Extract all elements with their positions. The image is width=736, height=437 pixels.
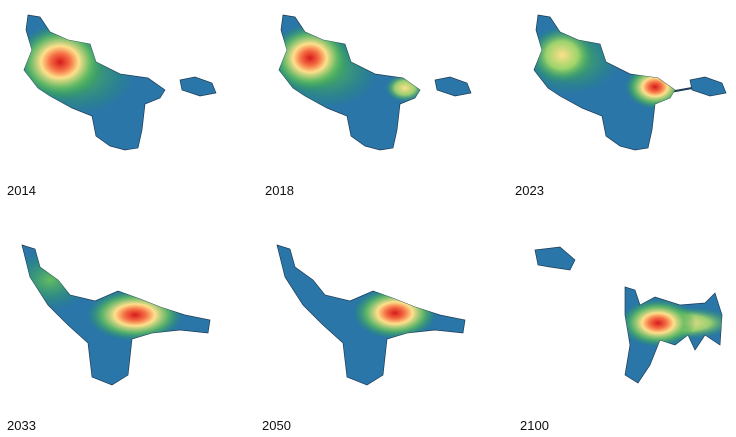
map-2014 <box>23 14 217 151</box>
map-2033 <box>21 244 211 386</box>
year-label: 2100 <box>520 418 549 433</box>
year-label: 2050 <box>262 418 291 433</box>
year-label: 2023 <box>515 183 544 198</box>
year-label: 2033 <box>7 418 36 433</box>
map-2050 <box>276 244 466 386</box>
year-label: 2018 <box>265 183 294 198</box>
map-2100 <box>534 246 723 384</box>
map-2023 <box>533 14 727 151</box>
year-label: 2014 <box>7 183 36 198</box>
map-2018 <box>278 14 472 151</box>
